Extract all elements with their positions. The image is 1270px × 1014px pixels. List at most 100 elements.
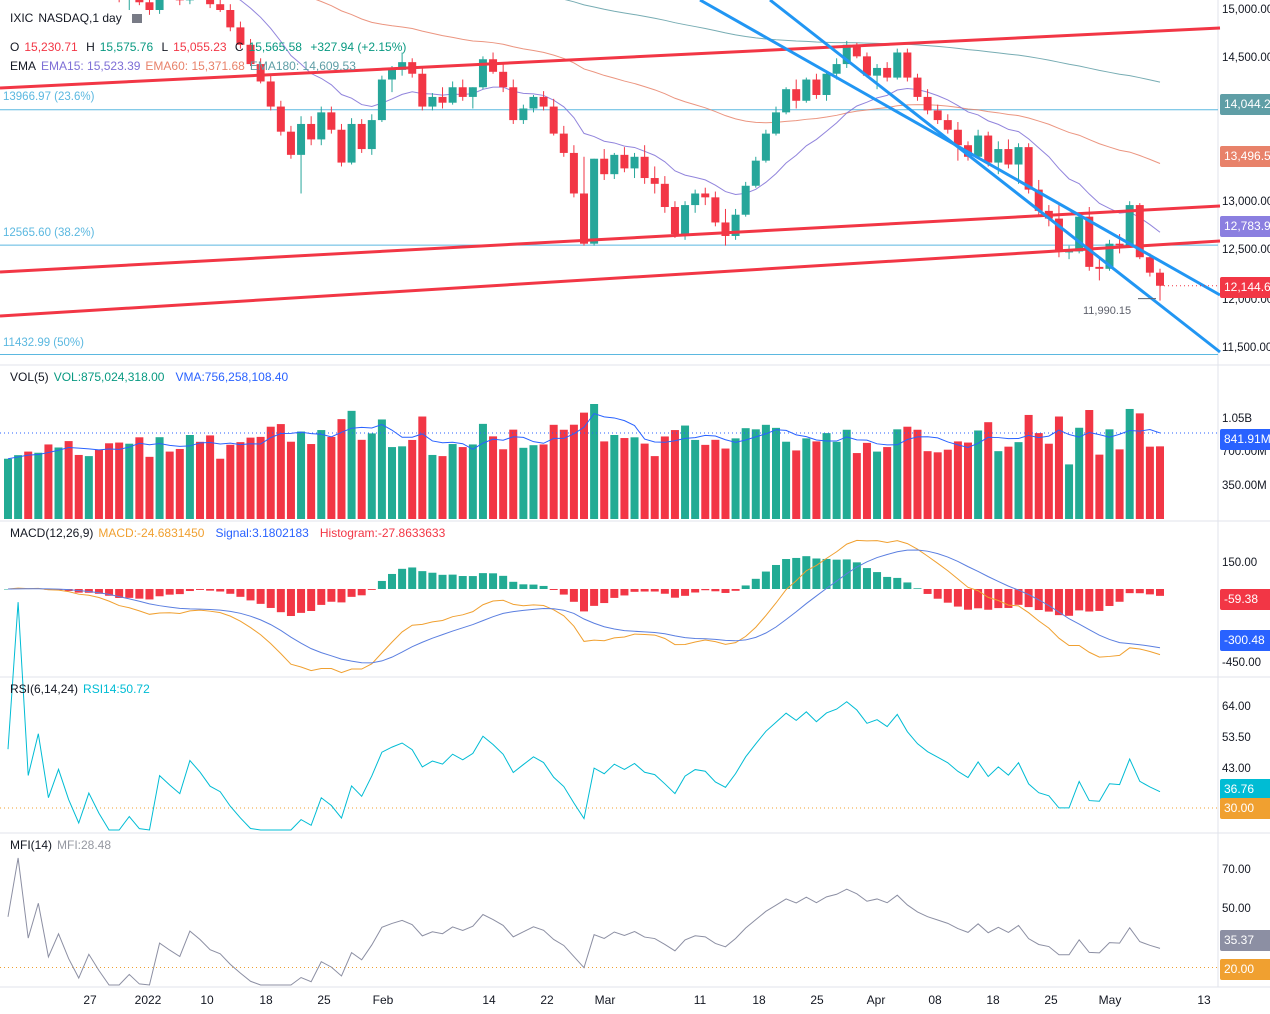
time-tick: 2022 [134,993,162,1007]
ema180-value: EMA180: 14,609.53 [249,59,356,73]
macd-histogram-bar [84,589,93,593]
fib-label-23: 13966.97 (23.6%) [3,91,95,103]
candle-body [1125,205,1134,246]
candle-body [1085,216,1094,267]
mfi-value: MFI:28.48 [57,838,112,852]
volume-bar [388,447,396,519]
macd-histogram-bar [1065,589,1074,616]
candle-body [761,133,770,161]
volume-bar [307,444,316,519]
macd-histogram-bar [1135,589,1144,594]
mfi-20-badge: 20.00 [1220,959,1270,980]
candle-body [1014,147,1023,165]
volume-bar [1135,413,1144,519]
volume-bar [1125,408,1134,519]
candle-body [1115,243,1124,246]
volume-bar [1085,410,1094,519]
candle-body [1145,257,1154,273]
histogram-value: Histogram:-27.8633633 [319,526,446,540]
candle-body [893,52,902,78]
volume-bar [94,449,103,519]
candle-body [286,131,295,155]
candle-body [216,4,225,10]
mfi-name: MFI(14) [10,838,52,852]
time-tick: 25 [317,993,331,1007]
macd-histogram-bar [1156,589,1164,596]
macd-histogram-bar [448,574,457,589]
volume-bar [24,451,33,519]
mfi-legend[interactable]: MFI(14) MFI:28.48 [10,838,116,852]
macd-histogram-bar [681,589,690,596]
macd-histogram-bar [984,589,993,610]
candle-body [852,44,861,57]
candle-body [731,214,740,236]
volume-bar [964,442,972,519]
volume-bar [559,429,568,519]
candle-body [903,52,912,78]
volume-bar [1105,429,1114,519]
macd-histogram-bar [761,571,770,589]
time-tick: 22 [540,993,554,1007]
macd-histogram-bar [1054,589,1063,616]
time-tick: Feb [372,993,394,1007]
candle-body [458,87,467,97]
volume-bar [1044,443,1053,519]
macd-histogram-bar [377,580,386,589]
candle-body [681,205,690,235]
volume-bar [115,442,124,519]
price-tick: 11,500.00 [1222,342,1270,354]
volume-bar [1034,433,1043,519]
candle-body [367,120,376,150]
volume-bar [185,435,194,519]
candle-body [1034,189,1043,211]
ema15-line [239,0,1161,233]
volume-bar [327,436,336,519]
volume-bar [600,441,609,519]
macd-histogram-bar [590,589,599,606]
ohlc-legend: O 15,230.71 H 15,575.76 L 15,055.23 C 15,565… [10,40,411,54]
macd-histogram-bar [125,589,134,598]
macd-histogram-bar [630,589,639,592]
ema-legend[interactable]: EMA EMA15: 15,523.39 EMA60: 15,371.68 EMA18… [10,59,361,73]
channel-lower-blue [769,0,1221,354]
macd-histogram-bar [145,589,154,600]
volume-bar [883,447,892,519]
volume-bar [489,436,498,519]
macd-histogram-bar [246,589,255,601]
macd-tick: -450.00 [1222,657,1262,669]
candle-body [721,222,730,236]
volume-bar [54,447,63,519]
volume-bar [580,412,588,519]
symbol-legend[interactable]: IXIC NASDAQ,1 day [10,11,147,25]
candle-body [155,0,164,11]
rsi-legend[interactable]: RSI(6,14,24) RSI14:50.72 [10,682,155,696]
volume-bar [650,456,659,519]
macd-legend[interactable]: MACD(12,26,9) MACD:-24.6831450 Signal:3.18… [10,526,450,540]
volume-bar [741,428,750,519]
candle-body [984,135,993,163]
time-tick: 14 [482,993,496,1007]
macd-histogram-bar [1004,589,1013,608]
time-tick: May [1098,993,1122,1007]
last-price-badge: 12,144.6 [1220,277,1270,298]
macd-histogram-bar [832,559,841,589]
candle-body [701,193,710,198]
volume-bar [458,447,467,519]
candle-body [590,158,599,244]
volume-bar [337,419,346,519]
macd-histogram-bar [135,589,144,599]
mfi-tick: 50.00 [1222,903,1251,915]
collapse-icon[interactable] [131,14,142,24]
volume-bar [226,444,235,519]
macd-histogram-bar [175,589,184,595]
macd-histogram-bar [660,589,669,594]
candle-body [206,0,215,5]
fib-label-38: 12565.60 (38.2%) [3,227,95,239]
volume-legend[interactable]: VOL(5) VOL:875,024,318.00 VMA:756,258,108.… [10,370,293,384]
candle-body [388,69,396,80]
macd-histogram-bar [206,589,215,591]
volume-bar [893,429,902,519]
candle-body [580,193,588,244]
macd-histogram-bar [933,589,942,599]
